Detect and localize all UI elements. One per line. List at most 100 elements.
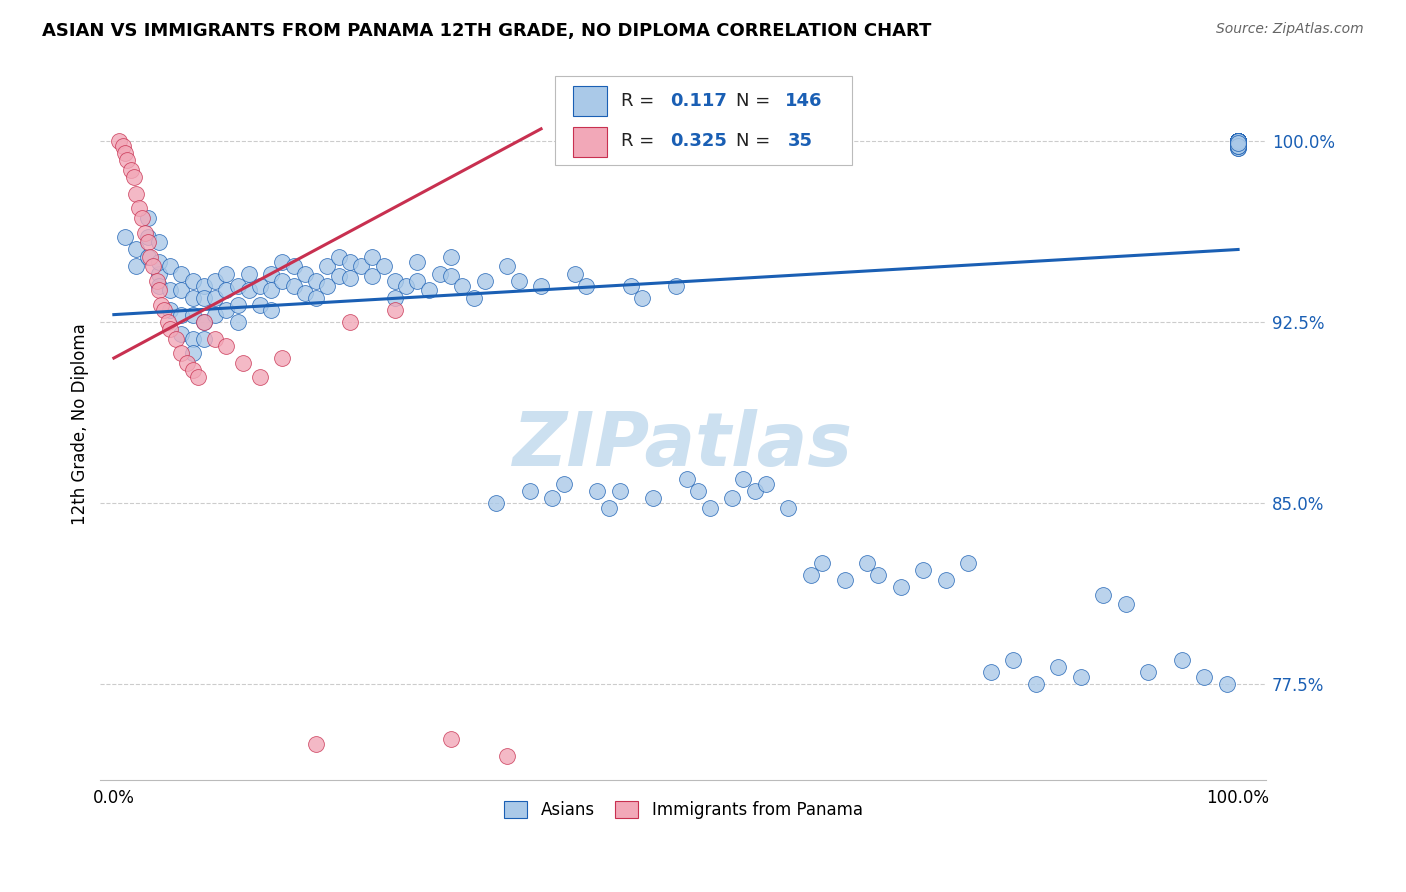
Point <box>631 291 654 305</box>
Point <box>316 278 339 293</box>
Point <box>249 298 271 312</box>
Point <box>373 260 395 274</box>
Text: N =: N = <box>735 92 776 110</box>
Point <box>957 556 980 570</box>
Point <box>150 298 173 312</box>
Point <box>181 291 204 305</box>
Point <box>108 134 131 148</box>
Point <box>215 302 238 317</box>
Legend: Asians, Immigrants from Panama: Asians, Immigrants from Panama <box>498 794 869 825</box>
Point <box>187 370 209 384</box>
Point <box>271 254 294 268</box>
Point <box>1227 138 1250 153</box>
Point <box>564 267 586 281</box>
Point <box>170 326 193 341</box>
Point <box>134 226 156 240</box>
Point <box>1227 141 1250 155</box>
Point <box>120 162 142 177</box>
Point <box>148 267 170 281</box>
Point <box>1227 134 1250 148</box>
Point <box>1227 136 1250 151</box>
Point <box>145 274 167 288</box>
Point <box>384 291 406 305</box>
Point <box>800 568 823 582</box>
Point <box>834 573 856 587</box>
Point <box>350 260 373 274</box>
Point <box>1227 134 1250 148</box>
Point <box>142 260 165 274</box>
Point <box>156 315 179 329</box>
Point <box>305 291 328 305</box>
Point <box>193 315 215 329</box>
Point <box>305 737 328 751</box>
Point <box>136 230 159 244</box>
Point <box>159 284 181 298</box>
Point <box>1227 138 1250 153</box>
Point <box>1227 134 1250 148</box>
Point <box>1227 136 1250 151</box>
Point <box>1227 134 1250 148</box>
Point <box>193 278 215 293</box>
Point <box>153 302 176 317</box>
Point <box>226 278 249 293</box>
Point <box>122 170 145 185</box>
Point <box>395 278 418 293</box>
Point <box>260 302 283 317</box>
Point <box>463 291 485 305</box>
Point <box>1227 141 1250 155</box>
Point <box>1227 134 1250 148</box>
Point <box>451 278 474 293</box>
Point <box>204 308 226 322</box>
Point <box>305 274 328 288</box>
Point <box>181 332 204 346</box>
Point <box>890 580 912 594</box>
Point <box>204 291 226 305</box>
Point <box>440 250 463 264</box>
Point <box>193 332 215 346</box>
Point <box>1227 138 1250 153</box>
Point <box>688 483 710 498</box>
Point <box>1227 136 1250 151</box>
Point <box>541 491 564 505</box>
Point <box>215 267 238 281</box>
Point <box>1025 677 1047 691</box>
Point <box>170 284 193 298</box>
Point <box>148 235 170 250</box>
Point <box>1070 669 1092 683</box>
Text: 0.117: 0.117 <box>671 92 727 110</box>
Point <box>1216 677 1239 691</box>
Point <box>117 153 139 168</box>
Point <box>1227 134 1250 148</box>
Point <box>496 749 519 764</box>
Point <box>744 483 766 498</box>
Point <box>271 351 294 365</box>
Point <box>148 254 170 268</box>
Point <box>856 556 879 570</box>
Point <box>620 278 643 293</box>
Point <box>1227 134 1250 148</box>
Point <box>114 145 136 160</box>
Point <box>868 568 890 582</box>
Point <box>204 274 226 288</box>
Point <box>238 267 260 281</box>
Point <box>148 278 170 293</box>
Point <box>474 274 496 288</box>
Point <box>125 243 148 257</box>
Point <box>226 315 249 329</box>
Point <box>1227 134 1250 148</box>
Point <box>328 250 350 264</box>
Point <box>294 285 316 300</box>
Point <box>530 278 553 293</box>
Point <box>418 284 440 298</box>
Point <box>384 302 406 317</box>
Point <box>485 496 508 510</box>
Point <box>980 665 1002 679</box>
Point <box>665 278 688 293</box>
Text: ASIAN VS IMMIGRANTS FROM PANAMA 12TH GRADE, NO DIPLOMA CORRELATION CHART: ASIAN VS IMMIGRANTS FROM PANAMA 12TH GRA… <box>42 22 932 40</box>
Point <box>508 274 530 288</box>
Point <box>676 472 699 486</box>
Point <box>238 284 260 298</box>
Point <box>440 268 463 283</box>
Point <box>159 302 181 317</box>
Point <box>232 356 254 370</box>
